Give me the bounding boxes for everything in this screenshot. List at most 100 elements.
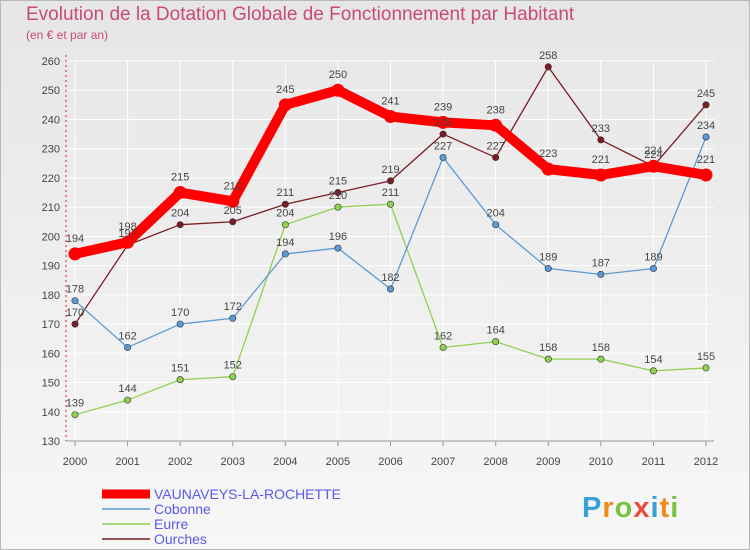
y-tick-label-210: 210 — [42, 202, 60, 214]
chart-title: Evolution de la Dotation Globale de Fonc… — [26, 4, 575, 25]
data-label-eurre-2007: 162 — [434, 330, 452, 342]
data-label-ourches-2011: 224 — [644, 149, 662, 161]
y-tick-label-160: 160 — [42, 348, 60, 360]
y-tick-label-170: 170 — [42, 319, 60, 331]
data-point-vaunaveys-la-rochette-2001 — [121, 235, 135, 249]
data-point-ourches-2004 — [281, 200, 289, 208]
x-tick-label-2012: 2012 — [694, 456, 718, 468]
proxiti-logo: Proxiti — [582, 492, 679, 525]
data-point-vaunaveys-la-rochette-2006 — [384, 110, 397, 124]
data-point-eurre-2000 — [71, 411, 79, 419]
data-point-ourches-2005 — [334, 189, 342, 197]
y-tick-label-150: 150 — [42, 378, 60, 390]
y-tick-label-240: 240 — [42, 114, 60, 126]
data-label-vaunaveys-la-rochette-2011: 224 — [644, 145, 662, 157]
data-label-ourches-2010: 233 — [592, 123, 610, 135]
data-label-ourches-2006: 219 — [381, 164, 399, 176]
data-labels: 170 197 204 205 211 215 219 235 227 258 233 224 245 1… — [66, 50, 715, 410]
data-point-vaunaveys-la-rochette-2004 — [278, 98, 292, 112]
data-point-cobonne-2010 — [597, 270, 605, 278]
data-label-ourches-2002: 204 — [171, 208, 189, 220]
data-label-eurre-2011: 154 — [644, 354, 662, 366]
data-point-cobonne-2003 — [229, 314, 237, 322]
data-label-eurre-2010: 158 — [592, 342, 610, 354]
data-point-ourches-2000 — [71, 320, 79, 328]
data-label-vaunaveys-la-rochette-2005: 250 — [329, 69, 347, 81]
data-label-eurre-2005: 210 — [329, 190, 347, 202]
x-tick-label-2010: 2010 — [589, 456, 613, 468]
x-tick-label-2006: 2006 — [378, 456, 402, 468]
legend-label-vaunaveys-la-rochette: VAUNAVEYS-LA-ROCHETTE — [154, 486, 341, 502]
data-point-vaunaveys-la-rochette-2005 — [331, 83, 345, 97]
data-label-vaunaveys-la-rochette-2012: 221 — [697, 154, 715, 166]
data-point-vaunaveys-la-rochette-2002 — [173, 186, 187, 200]
data-label-eurre-2012: 155 — [697, 351, 715, 363]
data-point-vaunaveys-la-rochette-2008 — [489, 118, 503, 132]
data-label-vaunaveys-la-rochette-2002: 215 — [171, 172, 189, 184]
data-label-eurre-2001: 144 — [118, 383, 136, 395]
data-point-vaunaveys-la-rochette-2007 — [436, 115, 450, 129]
y-tick-label-250: 250 — [42, 85, 60, 97]
data-label-ourches-2005: 215 — [329, 176, 347, 188]
data-label-ourches-2003: 205 — [224, 205, 242, 217]
gridlines — [66, 60, 714, 442]
data-point-vaunaveys-la-rochette-2012 — [699, 168, 713, 182]
data-point-eurre-2009 — [544, 355, 552, 363]
data-label-vaunaveys-la-rochette-2006: 241 — [381, 96, 399, 108]
logo-letter: t — [659, 492, 671, 524]
logo-letter: P — [582, 492, 603, 524]
data-point-eurre-2004 — [281, 221, 289, 229]
series — [68, 63, 713, 419]
data-label-vaunaveys-la-rochette-2000: 194 — [66, 233, 84, 245]
data-point-eurre-2005 — [334, 203, 342, 211]
y-tick-label-200: 200 — [42, 231, 60, 243]
data-point-vaunaveys-la-rochette-2009 — [541, 162, 555, 176]
data-point-eurre-2012 — [702, 364, 710, 372]
x-tick-label-2003: 2003 — [221, 456, 245, 468]
data-point-eurre-2001 — [124, 396, 132, 404]
x-tick-label-2005: 2005 — [326, 456, 350, 468]
legend-label-ourches: Ourches — [154, 531, 207, 547]
data-point-eurre-2011 — [649, 367, 657, 375]
data-label-cobonne-2012: 234 — [697, 120, 715, 132]
y-tick-label-180: 180 — [42, 290, 60, 302]
data-point-cobonne-2004 — [281, 250, 289, 258]
logo-letter: x — [633, 492, 651, 524]
x-tick-label-2004: 2004 — [273, 456, 297, 468]
data-label-eurre-2008: 164 — [486, 325, 504, 337]
data-point-ourches-2003 — [229, 218, 237, 226]
data-label-eurre-2009: 158 — [539, 342, 557, 354]
data-label-ourches-2008: 227 — [486, 140, 504, 152]
y-tick-label-230: 230 — [42, 144, 60, 156]
data-point-cobonne-2012 — [702, 133, 710, 141]
data-label-ourches-2007: 235 — [434, 117, 452, 129]
data-point-ourches-2006 — [386, 177, 394, 185]
data-label-vaunaveys-la-rochette-2007: 239 — [434, 101, 452, 113]
data-label-cobonne-2001: 162 — [118, 330, 136, 342]
data-point-vaunaveys-la-rochette-2003 — [226, 194, 240, 208]
data-point-eurre-2010 — [597, 355, 605, 363]
y-tick-label-220: 220 — [42, 173, 60, 185]
axes: 130 140 150 160 170 180 190 200 210 220 230 240 250 2… — [42, 55, 718, 468]
logo-letter: o — [614, 492, 634, 524]
x-tick-label-2001: 2001 — [115, 456, 139, 468]
legend-label-eurre: Eurre — [154, 516, 188, 532]
data-point-cobonne-2001 — [124, 343, 132, 351]
y-tick-label-130: 130 — [42, 436, 60, 448]
data-label-eurre-2006: 211 — [382, 187, 400, 199]
logo-letter: i — [650, 492, 660, 524]
data-label-cobonne-2011: 189 — [644, 252, 662, 264]
data-label-cobonne-2003: 172 — [224, 301, 242, 313]
x-tick-label-2002: 2002 — [168, 456, 192, 468]
data-label-cobonne-2006: 182 — [381, 272, 399, 284]
data-label-cobonne-2005: 196 — [329, 231, 347, 243]
data-point-eurre-2002 — [176, 376, 184, 384]
data-label-eurre-2002: 151 — [171, 363, 189, 375]
data-point-eurre-2007 — [439, 343, 447, 351]
logo-letter: r — [602, 492, 615, 524]
data-point-eurre-2006 — [386, 200, 394, 208]
data-label-cobonne-2000: 178 — [66, 284, 84, 296]
data-label-vaunaveys-la-rochette-2010: 221 — [592, 154, 610, 166]
